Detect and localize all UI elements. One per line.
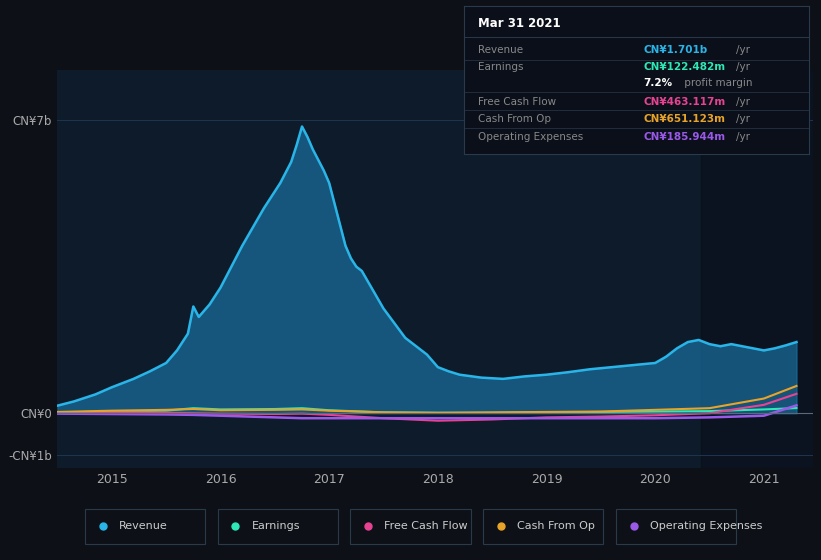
Text: Cash From Op: Cash From Op	[517, 521, 595, 531]
Text: Operating Expenses: Operating Expenses	[650, 521, 762, 531]
Text: profit margin: profit margin	[681, 78, 753, 88]
Text: Earnings: Earnings	[251, 521, 300, 531]
Text: /yr: /yr	[736, 114, 750, 124]
Text: Revenue: Revenue	[119, 521, 167, 531]
Text: CN¥463.117m: CN¥463.117m	[643, 97, 726, 107]
Text: /yr: /yr	[736, 62, 750, 72]
Text: 7.2%: 7.2%	[643, 78, 672, 88]
Text: Free Cash Flow: Free Cash Flow	[478, 97, 556, 107]
Bar	[484, 509, 603, 544]
Bar	[85, 509, 205, 544]
Text: /yr: /yr	[736, 97, 750, 107]
Text: CN¥122.482m: CN¥122.482m	[643, 62, 725, 72]
Bar	[701, 70, 821, 468]
Text: CN¥185.944m: CN¥185.944m	[643, 132, 725, 142]
Text: Cash From Op: Cash From Op	[478, 114, 551, 124]
Text: Earnings: Earnings	[478, 62, 523, 72]
Text: CN¥651.123m: CN¥651.123m	[643, 114, 725, 124]
Text: /yr: /yr	[736, 132, 750, 142]
Bar	[616, 509, 736, 544]
Text: Mar 31 2021: Mar 31 2021	[478, 17, 560, 30]
Text: Free Cash Flow: Free Cash Flow	[384, 521, 468, 531]
Text: /yr: /yr	[736, 45, 750, 55]
Bar	[351, 509, 470, 544]
Text: Operating Expenses: Operating Expenses	[478, 132, 583, 142]
Text: CN¥1.701b: CN¥1.701b	[643, 45, 708, 55]
Text: Revenue: Revenue	[478, 45, 523, 55]
Bar	[218, 509, 337, 544]
